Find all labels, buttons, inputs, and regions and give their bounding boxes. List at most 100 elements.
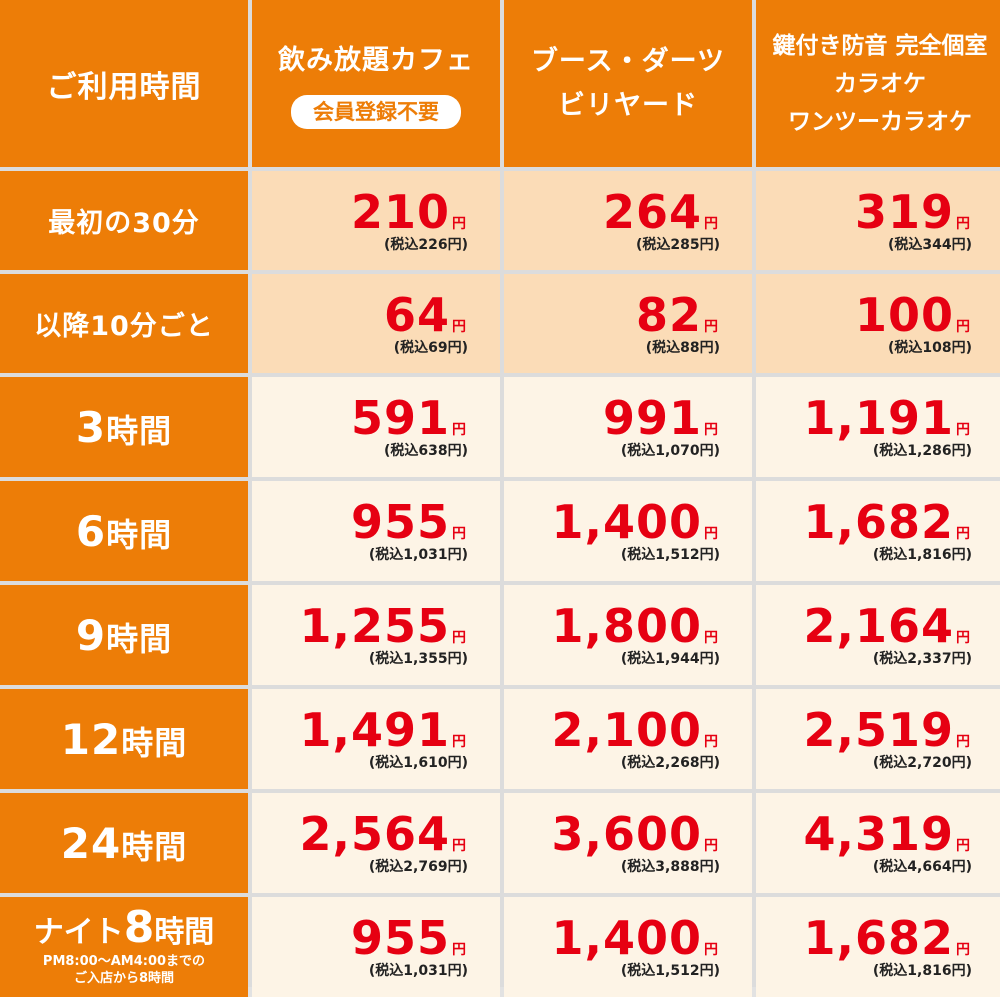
row-label-3-hours: 3時間 xyxy=(0,377,248,477)
yen-unit: 円 xyxy=(452,838,466,854)
tax-included-price: (税込69円) xyxy=(393,339,468,356)
one-two-karaoke-title: ワンツーカラオケ xyxy=(788,108,972,135)
yen-unit: 円 xyxy=(704,526,718,542)
price-cell: 264 円 (税込285円) xyxy=(504,171,752,270)
price-cell: 1,255 円 (税込1,355円) xyxy=(252,585,500,685)
tax-included-price: (税込1,816円) xyxy=(872,963,972,979)
yen-unit: 円 xyxy=(956,422,970,438)
price-amount: 319 xyxy=(854,184,954,239)
row-label-text: 6時間 xyxy=(76,507,172,556)
yen-unit: 円 xyxy=(956,215,970,232)
karaoke-title: カラオケ xyxy=(834,70,926,97)
yen-unit: 円 xyxy=(704,838,718,854)
price-cell: 2,564 円 (税込2,769円) xyxy=(252,793,500,893)
yen-unit: 円 xyxy=(452,318,466,335)
tax-included-price: (税込2,720円) xyxy=(872,755,972,771)
tax-included-price: (税込2,337円) xyxy=(872,651,972,667)
row-label-night-8-hours: ナイト8時間 PM8:00～AM4:00までの ご入店から8時間 xyxy=(0,897,248,997)
yen-unit: 円 xyxy=(452,734,466,750)
price-cell: 591 円 (税込638円) xyxy=(252,377,500,477)
price-amount: 210 xyxy=(350,184,450,239)
price-cell: 4,319 円 (税込4,664円) xyxy=(756,793,1000,893)
price-cell: 64 円 (税込69円) xyxy=(252,274,500,373)
row-label-24-hours: 24時間 xyxy=(0,793,248,893)
tax-included-price: (税込344円) xyxy=(887,236,972,253)
price-amount: 1,400 xyxy=(551,911,702,965)
row-label-9-hours: 9時間 xyxy=(0,585,248,685)
row-label-text: 12時間 xyxy=(61,715,187,764)
hours-unit: 時間 xyxy=(121,827,188,866)
yen-unit: 円 xyxy=(704,942,718,958)
price-amount: 1,255 xyxy=(299,599,450,653)
price-amount: 82 xyxy=(635,287,702,342)
price-cell: 2,164 円 (税込2,337円) xyxy=(756,585,1000,685)
tax-included-price: (税込88円) xyxy=(645,339,720,356)
row-label-first-30min: 最初の30分 xyxy=(0,171,248,270)
row-label-6-hours: 6時間 xyxy=(0,481,248,581)
yen-unit: 円 xyxy=(452,526,466,542)
yen-unit: 円 xyxy=(704,318,718,335)
price-cell: 82 円 (税込88円) xyxy=(504,274,752,373)
price-cell: 1,682 円 (税込1,816円) xyxy=(756,481,1000,581)
row-label-text: 24時間 xyxy=(61,819,187,868)
tax-included-price: (税込1,944円) xyxy=(620,651,720,667)
hours-number: 6 xyxy=(75,506,107,556)
price-cell: 955 円 (税込1,031円) xyxy=(252,481,500,581)
header-cafe: 飲み放題カフェ 会員登録不要 xyxy=(252,0,500,167)
yen-unit: 円 xyxy=(452,942,466,958)
tax-included-price: (税込285円) xyxy=(635,236,720,253)
hours-number: 8 xyxy=(123,901,155,953)
yen-unit: 円 xyxy=(452,215,466,232)
price-cell: 1,400 円 (税込1,512円) xyxy=(504,481,752,581)
hours-number: 24 xyxy=(60,818,122,868)
price-amount: 2,519 xyxy=(803,703,954,757)
row-label-per-10min: 以降10分ごと xyxy=(0,274,248,373)
hours-unit: 時間 xyxy=(121,723,188,762)
yen-unit: 円 xyxy=(452,422,466,438)
yen-unit: 円 xyxy=(956,526,970,542)
hours-number: 9 xyxy=(75,610,107,660)
yen-unit: 円 xyxy=(704,734,718,750)
price-amount: 1,682 xyxy=(803,911,954,965)
yen-unit: 円 xyxy=(956,318,970,335)
row-label-text: 3時間 xyxy=(76,403,172,452)
price-amount: 100 xyxy=(854,287,954,342)
tax-included-price: (税込1,070円) xyxy=(620,443,720,459)
tax-included-price: (税込1,355円) xyxy=(368,651,468,667)
price-cell: 210 円 (税込226円) xyxy=(252,171,500,270)
price-cell: 2,100 円 (税込2,268円) xyxy=(504,689,752,789)
tax-included-price: (税込638円) xyxy=(383,443,468,459)
price-amount: 955 xyxy=(350,495,450,549)
tax-included-price: (税込2,268円) xyxy=(620,755,720,771)
yen-unit: 円 xyxy=(956,942,970,958)
yen-unit: 円 xyxy=(704,630,718,646)
price-amount: 1,491 xyxy=(299,703,450,757)
price-cell: 3,600 円 (税込3,888円) xyxy=(504,793,752,893)
yen-unit: 円 xyxy=(956,734,970,750)
price-amount: 1,682 xyxy=(803,495,954,549)
hours-unit: 時間 xyxy=(106,619,173,658)
night-time-note: PM8:00～AM4:00までの xyxy=(42,953,206,969)
night-prefix: ナイト xyxy=(33,914,124,950)
header-booth-darts: ブース・ダーツ ビリヤード xyxy=(504,0,752,167)
price-amount: 2,164 xyxy=(803,599,954,653)
price-amount: 64 xyxy=(383,287,450,342)
header-corner: ご利用時間 xyxy=(0,0,248,167)
night-duration-note: ご入店から8時間 xyxy=(73,970,175,986)
price-amount: 1,800 xyxy=(551,599,702,653)
yen-unit: 円 xyxy=(452,630,466,646)
price-amount: 2,100 xyxy=(551,703,702,757)
row-label-text: 以降10分ごと xyxy=(34,311,214,342)
price-amount: 991 xyxy=(602,391,702,445)
price-amount: 1,191 xyxy=(803,391,954,445)
billiards-title: ビリヤード xyxy=(558,89,698,121)
tax-included-price: (税込1,031円) xyxy=(368,963,468,979)
hours-unit: 時間 xyxy=(154,914,215,950)
yen-unit: 円 xyxy=(704,422,718,438)
row-label-text: 最初の30分 xyxy=(48,208,200,239)
price-cell: 1,682 円 (税込1,816円) xyxy=(756,897,1000,997)
tax-included-price: (税込1,512円) xyxy=(620,547,720,563)
price-cell: 1,191 円 (税込1,286円) xyxy=(756,377,1000,477)
hours-unit: 時間 xyxy=(106,515,173,554)
